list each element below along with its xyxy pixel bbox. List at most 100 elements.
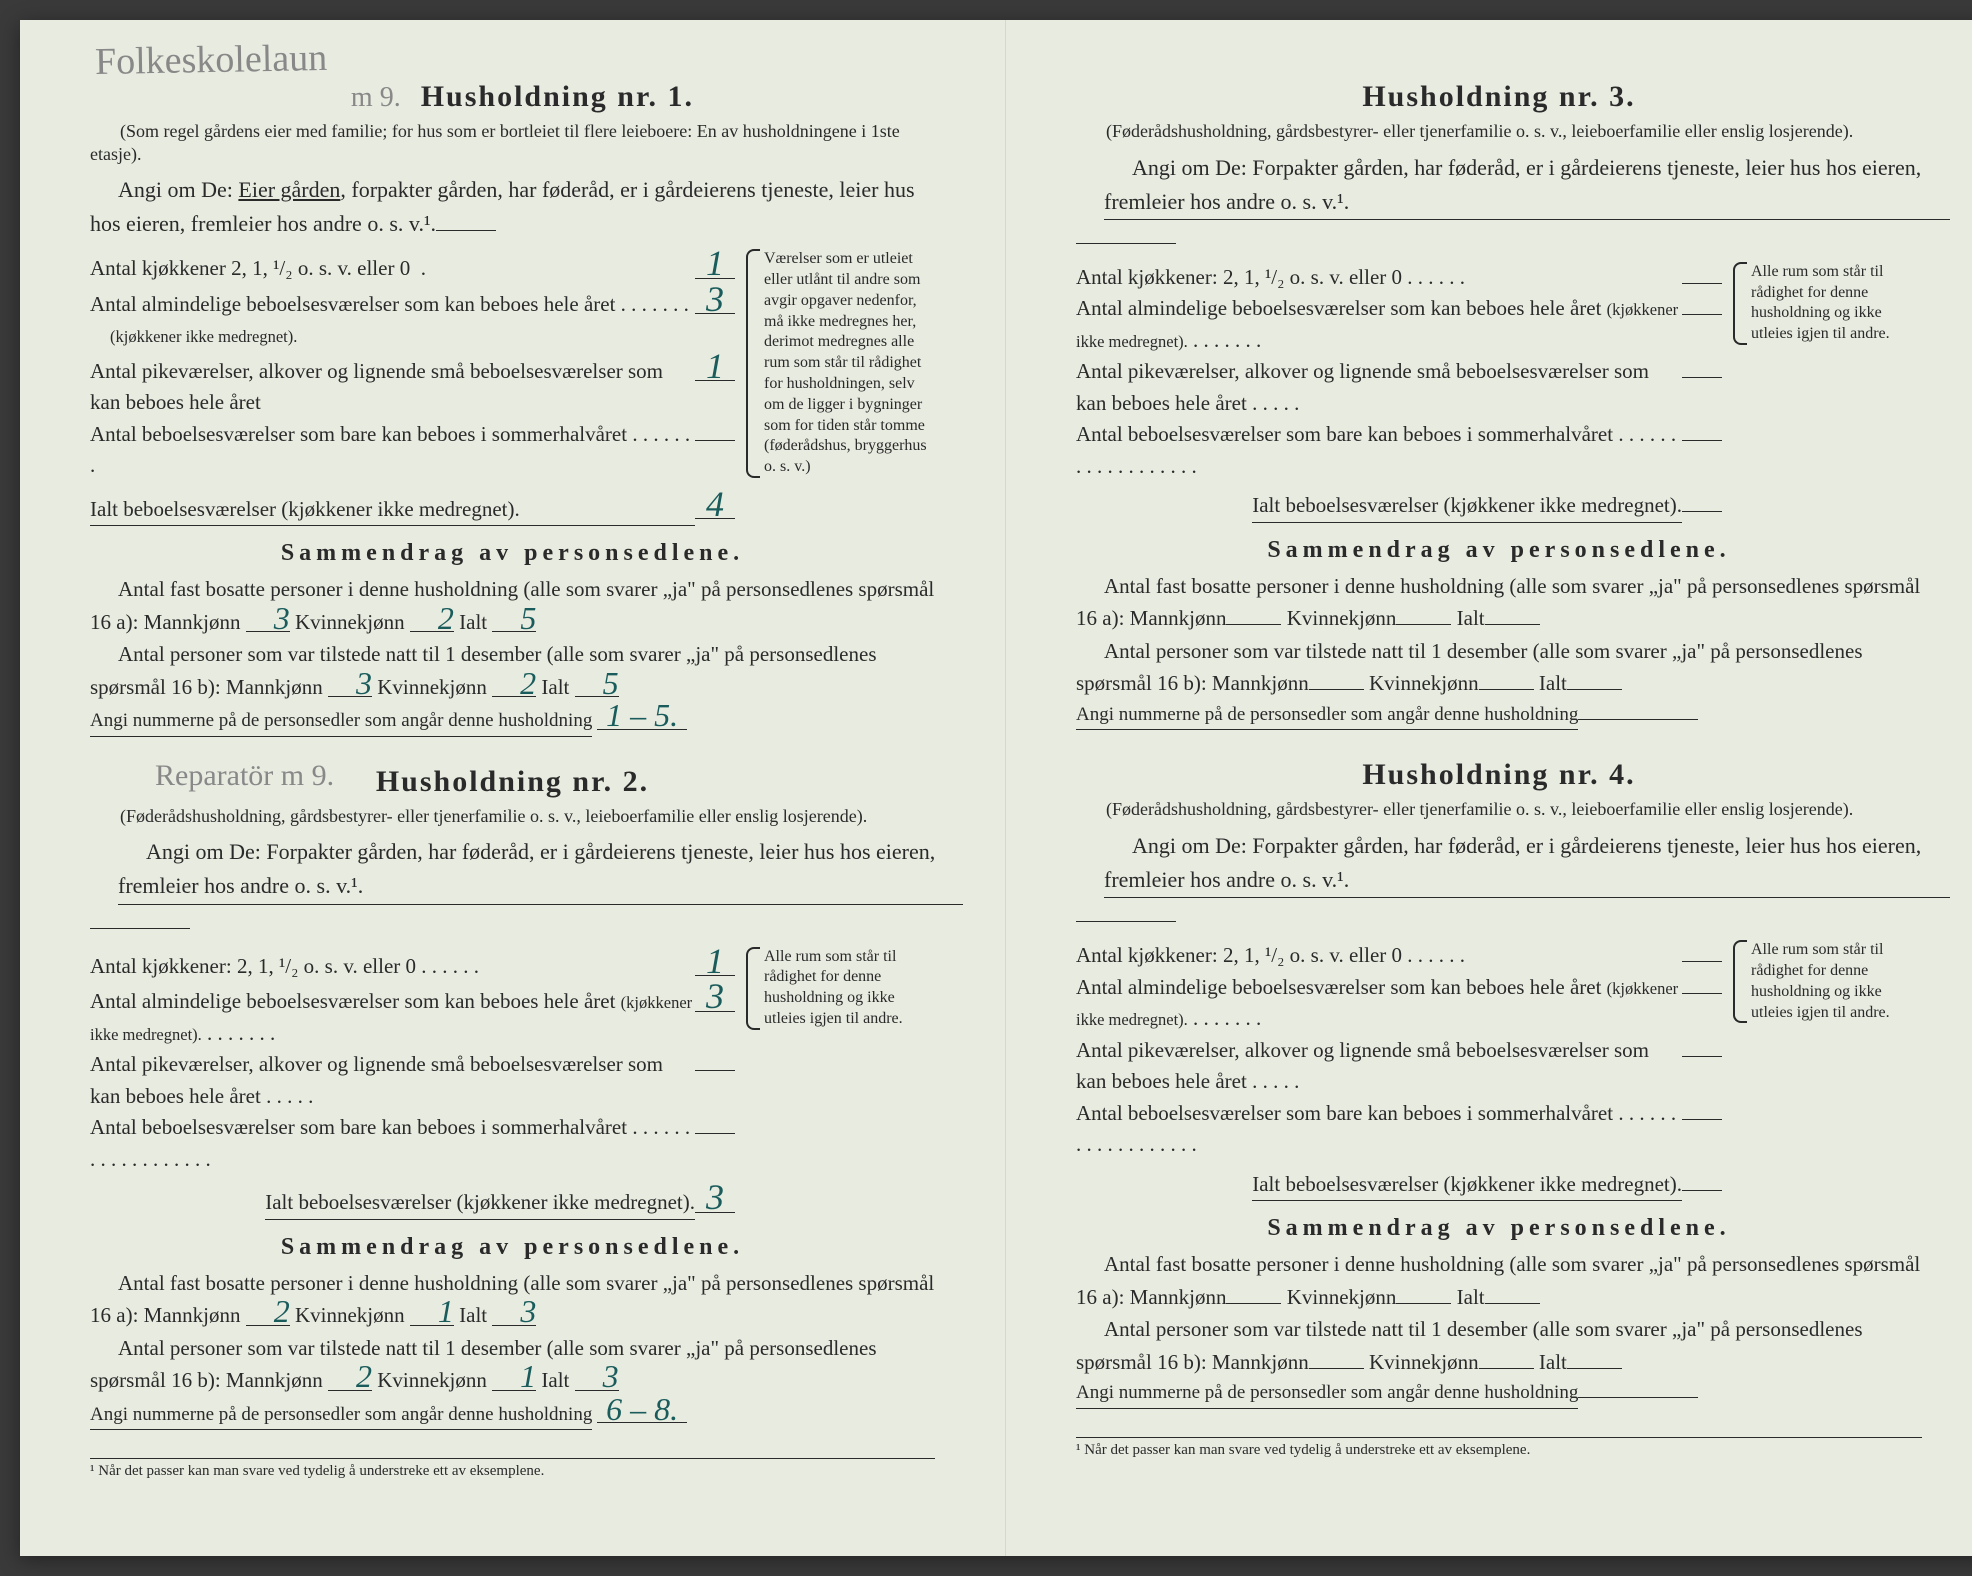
val (1682, 993, 1722, 994)
row-rooms: Antal almindelige beboelsesværelser som … (90, 285, 735, 352)
hh2-subtitle: (Føderådshusholdning, gårdsbestyrer- ell… (90, 805, 935, 828)
ialt-val: 5 (492, 606, 536, 633)
kvinne-label: Kvinnekjønn (295, 1303, 405, 1327)
row-kitchens: Antal kjøkkener: 2, 1, ¹/₂ o. s. v. elle… (90, 947, 735, 983)
blank (1226, 1303, 1281, 1304)
ialt-label: Ialt (1457, 606, 1485, 630)
label: Antal beboelsesværelser som bare kan beb… (90, 1115, 627, 1139)
pencil-note-sub: m 9. (351, 82, 401, 114)
blank (90, 928, 190, 929)
label: Antal beboelsesværelser som bare kan beb… (1076, 1101, 1613, 1125)
row-kitchens: Antal kjøkkener: 2, 1, ¹/₂ o. s. v. elle… (1076, 262, 1722, 294)
hh4-title: Husholdning nr. 4. (1076, 758, 1922, 792)
row-small: Antal pikeværelser, alkover og lignende … (90, 1049, 735, 1112)
kvinne-val: 1 (492, 1364, 536, 1391)
blank (1479, 1368, 1534, 1369)
hh3-s16a: Antal fast bosatte personer i denne hush… (1076, 570, 1922, 635)
row-kitchens: Antal kjøkkener 2, 1, ¹/₂ o. s. v. eller… (90, 249, 735, 285)
val (1682, 314, 1722, 315)
hh4-s16a: Antal fast bosatte personer i denne hush… (1076, 1248, 1922, 1313)
blank (1076, 921, 1176, 922)
val (695, 1133, 735, 1134)
val: 3 (695, 1183, 735, 1213)
brace-icon (746, 249, 760, 478)
ialt-val: 3 (575, 1364, 619, 1391)
val (695, 1070, 735, 1071)
val: 1 – 5. (597, 703, 687, 730)
label: Antal pikeværelser, alkover og lignende … (1076, 359, 1649, 415)
mann-label: Mannkjønn (226, 1368, 323, 1392)
ialt-label: Ialt (1539, 671, 1567, 695)
household-2: Reparatör m 9. Husholdning nr. 2. (Føder… (90, 765, 935, 1430)
hh4-angi-num: Angi nummerne på de personsedler som ang… (1076, 1378, 1922, 1408)
pencil-note-mid: Reparatör m 9. (155, 759, 334, 793)
label: Antal pikeværelser, alkover og lignende … (90, 1052, 663, 1108)
text: Angi om De: Forpakter gården, har føderå… (118, 835, 963, 904)
hh3-title: Husholdning nr. 3. (1076, 80, 1922, 114)
val (695, 440, 735, 441)
hh4-sidenote: Alle rum som står til rådighet for denne… (1737, 940, 1922, 1023)
hh1-section: Antal kjøkkener 2, 1, ¹/₂ o. s. v. eller… (90, 249, 935, 526)
val (1682, 511, 1722, 512)
hh3-angi: Angi om De: Forpakter gården, har føderå… (1076, 151, 1922, 254)
kvinne-label: Kvinnekjønn (377, 675, 487, 699)
hh4-section: Antal kjøkkener: 2, 1, ¹/₂ o. s. v. elle… (1076, 940, 1922, 1201)
mann-label: Mannkjønn (144, 610, 241, 634)
brace-icon (1733, 262, 1747, 345)
hh3-angi-num: Angi nummerne på de personsedler som ang… (1076, 700, 1922, 730)
hh1-subtitle: (Som regel gårdens eier med familie; for… (90, 120, 935, 165)
hh2-main: Antal kjøkkener: 2, 1, ¹/₂ o. s. v. elle… (90, 947, 735, 1220)
val: 1 (695, 947, 735, 977)
blank (1396, 624, 1451, 625)
blank (1567, 1368, 1622, 1369)
blank (1396, 1303, 1451, 1304)
mann-label: Mannkjønn (226, 675, 323, 699)
blank (1578, 1397, 1698, 1398)
mann-label: Mannkjønn (1212, 671, 1309, 695)
label: Antal beboelsesværelser som bare kan beb… (1076, 422, 1613, 446)
row-small: Antal pikeværelser, alkover og lignende … (90, 352, 735, 419)
left-page: Folkeskolelaun m 9. Husholdning nr. 1. (… (20, 20, 1006, 1556)
val (1682, 440, 1722, 441)
label: Angi nummerne på de personsedler som ang… (1076, 1378, 1578, 1408)
hh1-angi-num: Angi nummerne på de personsedler som ang… (90, 703, 935, 736)
blank (1578, 719, 1698, 720)
label: Ialt beboelsesværelser (kjøkkener ikke m… (90, 494, 695, 527)
blank (1309, 689, 1364, 690)
row-total: Ialt beboelsesværelser (kjøkkener ikke m… (1076, 1169, 1722, 1202)
label: Antal almindelige beboelsesværelser som … (1076, 975, 1601, 999)
hh2-s16b: Antal personer som var tilstede natt til… (90, 1332, 935, 1397)
page-spread: Folkeskolelaun m 9. Husholdning nr. 1. (… (20, 20, 1972, 1556)
label: Antal kjøkkener 2, 1, ¹/₂ o. s. v. eller… (90, 256, 410, 280)
blank (1485, 624, 1540, 625)
sidenote-text: Alle rum som står til rådighet for denne… (764, 948, 903, 1027)
hh3-sidenote: Alle rum som står til rådighet for denne… (1737, 262, 1922, 345)
row-summer: Antal beboelsesværelser som bare kan beb… (1076, 419, 1722, 482)
hh4-angi: Angi om De: Forpakter gården, har føderå… (1076, 829, 1922, 932)
label: Ialt beboelsesværelser (kjøkkener ikke m… (1252, 490, 1682, 523)
kvinne-val: 2 (410, 606, 454, 633)
hh3-summary-title: Sammendrag av personsedlene. (1076, 537, 1922, 564)
text: Angi om De: Forpakter gården, har føderå… (1104, 829, 1950, 898)
label: Angi nummerne på de personsedler som ang… (1076, 700, 1578, 730)
kvinne-label: Kvinnekjønn (1287, 606, 1397, 630)
val (1682, 1056, 1722, 1057)
label: Ialt beboelsesværelser (kjøkkener ikke m… (265, 1187, 695, 1220)
hh1-main: Antal kjøkkener 2, 1, ¹/₂ o. s. v. eller… (90, 249, 735, 526)
brace-icon (1733, 940, 1747, 1023)
hh4-s16b: Antal personer som var tilstede natt til… (1076, 1313, 1922, 1378)
mann-val: 3 (328, 671, 372, 698)
row-summer: Antal beboelsesværelser som bare kan beb… (1076, 1098, 1722, 1161)
kvinne-val: 1 (410, 1299, 454, 1326)
angi-underline: Eier gården (238, 177, 340, 202)
label: Antal kjøkkener: 2, 1, ¹/₂ o. s. v. elle… (90, 954, 416, 978)
blank (1309, 1368, 1364, 1369)
mann-val: 2 (328, 1364, 372, 1391)
hh2-angi-num: Angi nummerne på de personsedler som ang… (90, 1397, 935, 1430)
row-total: Ialt beboelsesværelser (kjøkkener ikke m… (90, 1183, 735, 1220)
hh1-sidenote: Værelser som er utleiet eller utlånt til… (750, 249, 935, 478)
blank (1485, 1303, 1540, 1304)
label: Angi nummerne på de personsedler som ang… (90, 706, 592, 736)
hh3-main: Antal kjøkkener: 2, 1, ¹/₂ o. s. v. elle… (1076, 262, 1722, 523)
kvinne-label: Kvinnekjønn (1287, 1285, 1397, 1309)
